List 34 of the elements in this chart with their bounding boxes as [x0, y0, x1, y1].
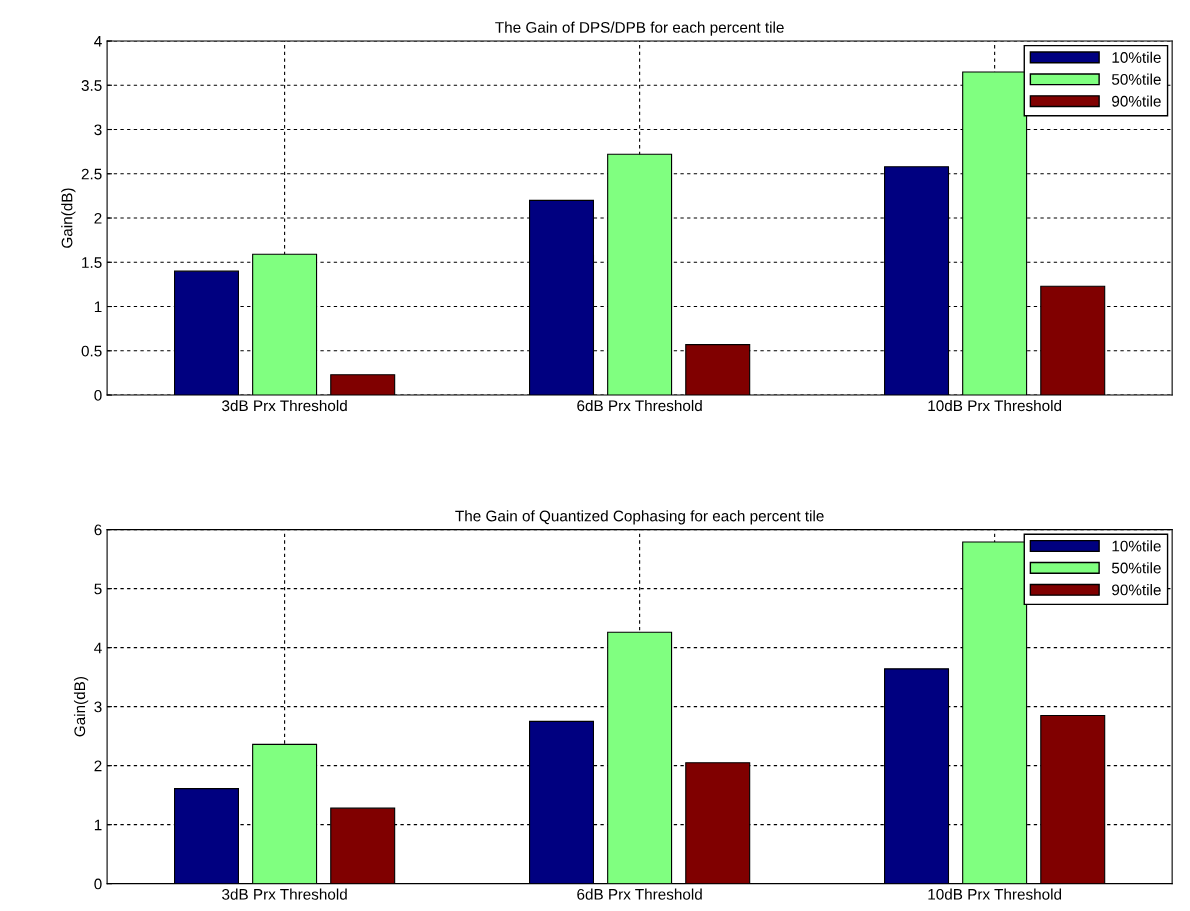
x-tick-label: 6dB Prx Threshold — [577, 888, 702, 900]
legend-label: 90%tile — [1112, 584, 1161, 596]
y-axis-title: Gain(dB) — [61, 188, 76, 248]
chart-title: The Gain of Quantized Cophasing for each percent tile — [455, 510, 824, 525]
y-axis-title: Gain(dB) — [73, 677, 89, 737]
legend-label: 10%tile — [1112, 540, 1161, 552]
y-tick-label: 1 — [94, 819, 102, 831]
y-tick-label: 0.5 — [81, 345, 102, 357]
y-tick-label: 3 — [94, 124, 102, 136]
y-tick-label: 5 — [94, 583, 102, 595]
y-tick-label: 3 — [94, 701, 102, 713]
x-tick-label: 3dB Prx Threshold — [222, 399, 347, 412]
legend-label: 50%tile — [1111, 562, 1161, 574]
x-tick-label: 6dB Prx Threshold — [577, 399, 702, 412]
chart-title: The Gain of DPS/DPB for each percent tile — [495, 21, 784, 36]
x-tick-label: 10dB Prx Threshold — [928, 399, 1062, 412]
x-tick-label: 3dB Prx Threshold — [222, 888, 347, 900]
y-tick-label: 4 — [94, 642, 102, 654]
y-tick-label: 3.5 — [81, 80, 102, 91]
y-tick-label: 4 — [94, 36, 102, 47]
y-tick-label: 2 — [94, 212, 102, 224]
legend-label: 90%tile — [1112, 95, 1161, 107]
legend-label: 50%tile — [1111, 73, 1161, 85]
x-tick-label: 10dB Prx Threshold — [928, 888, 1062, 900]
bar — [173, 788, 240, 884]
y-tick-label: 0 — [94, 389, 102, 401]
y-tick-label: 2.5 — [81, 168, 102, 180]
legend-label: 10%tile — [1112, 51, 1161, 63]
y-tick-label: 1 — [94, 301, 102, 313]
y-tick-label: 0 — [94, 878, 102, 890]
y-tick-label: 1.5 — [82, 257, 102, 268]
y-tick-label: 6 — [94, 524, 102, 536]
y-tick-label: 2 — [94, 760, 102, 772]
bar — [529, 720, 595, 884]
